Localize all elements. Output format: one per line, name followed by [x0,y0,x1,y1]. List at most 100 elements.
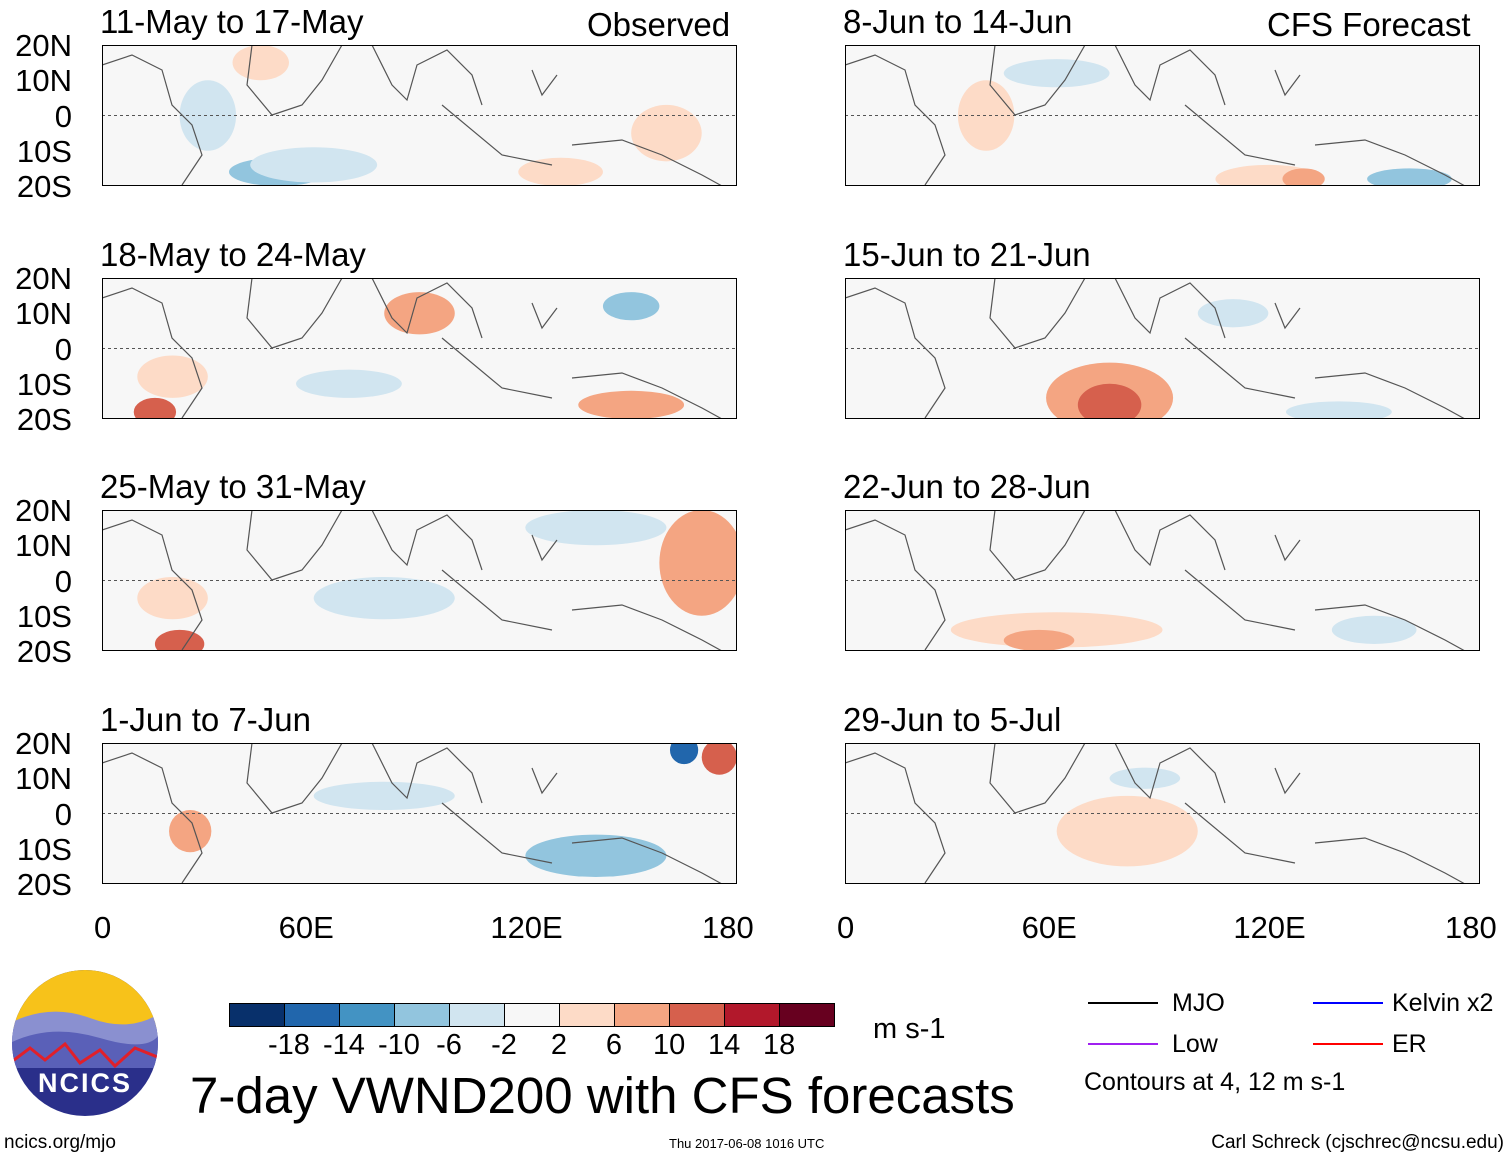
y-tick-label: 10S [16,831,72,867]
anomaly-region [384,292,455,335]
colorbar-swatch [725,1004,780,1026]
ncics-logo: NCICS [12,970,158,1116]
y-tick-label: 20S [16,402,72,437]
anomaly-region [313,781,455,810]
site-link[interactable]: ncics.org/mjo [4,1132,116,1153]
panel-title: 1-Jun to 7-Jun [100,701,311,738]
anomaly-region [1282,168,1325,186]
anomaly-region [1077,383,1142,419]
anomaly-region [1056,795,1198,867]
colorbar-tick-label: 6 [605,1029,623,1061]
colorbar-swatch [230,1004,285,1026]
colorbar-tick-label: 18 [763,1029,796,1061]
y-tick-label: 20N [15,726,72,761]
panel-title: 25-May to 31-May [100,468,366,505]
legend-er-line [1313,1043,1383,1045]
colorbar-swatch [505,1004,560,1026]
coastline [845,510,1466,651]
map-panel [845,743,1480,884]
colorbar-swatch [560,1004,615,1026]
colorbar-unit: m s-1 [873,1013,946,1045]
map-panel [102,278,737,419]
legend-er-label: ER [1392,1030,1427,1058]
anomaly-region [1197,299,1269,328]
legend-contour-note: Contours at 4, 12 m s-1 [1084,1068,1346,1096]
column-label: CFS Forecast [1267,6,1471,43]
anomaly-region [578,390,685,419]
panel-title: 22-Jun to 28-Jun [843,468,1091,505]
y-tick-label: 10N [15,761,72,797]
anomaly-region [179,80,237,151]
x-tick-label: 120E [490,910,563,945]
anomaly-region [602,292,660,321]
coastline [845,743,1466,884]
anomaly-region [950,612,1163,648]
anomaly-region [137,576,208,620]
anomaly-region [296,369,402,398]
colorbar-swatch [670,1004,725,1026]
y-tick-label: 10N [15,296,72,332]
anomaly-region [1285,401,1392,419]
x-tick-label: 0 [94,910,112,945]
anomaly-region [133,397,177,419]
anomaly-region [137,355,208,398]
colorbar-swatch [615,1004,670,1026]
y-tick-label: 0 [54,563,72,599]
colorbar-tick-label: -18 [268,1029,310,1061]
y-tick-label: 0 [54,796,72,832]
anomaly-region [631,104,702,162]
colorbar-swatch [395,1004,450,1026]
legend-low-label: Low [1172,1030,1218,1058]
anomaly-region [1109,767,1181,789]
coastline [845,45,1466,186]
map-panel [102,45,737,186]
y-tick-label: 0 [54,331,72,367]
map-panel [845,45,1480,186]
map-panel [102,743,737,884]
colorbar-swatch [340,1004,395,1026]
colorbar-swatch [450,1004,505,1026]
x-tick-label: 180 [1445,910,1497,945]
y-tick-label: 10S [16,133,72,169]
colorbar-tick-label: -6 [436,1029,462,1061]
legend-mjo-line [1088,1002,1158,1004]
logo-text: NCICS [38,1068,132,1098]
colorbar-tick-label: -14 [323,1029,365,1061]
panel-title: 15-Jun to 21-Jun [843,236,1091,273]
x-tick-label: 60E [278,910,334,945]
anomaly-region [525,834,667,877]
anomaly-region [169,809,212,853]
map-panel [845,510,1480,651]
coastline [102,278,723,419]
x-tick-label: 180 [702,910,754,945]
colorbar [229,1003,835,1027]
anomaly-region [525,510,667,546]
y-tick-label: 20S [16,634,72,669]
colorbar-tick-label: 10 [653,1029,686,1061]
y-tick-label: 10S [16,366,72,402]
colorbar-swatch [285,1004,340,1026]
anomaly-region [701,743,737,775]
y-tick-label: 10S [16,598,72,634]
anomaly-region [250,147,378,183]
timestamp: Thu 2017-06-08 1016 UTC [669,1136,825,1151]
figure-title: 7-day VWND200 with CFS forecasts [190,1067,1015,1124]
y-tick-label: 10N [15,63,72,99]
colorbar-tick-label: -2 [491,1029,517,1061]
coastline [102,743,723,884]
panel-title: 11-May to 17-May [100,3,364,40]
y-tick-label: 20S [16,867,72,902]
colorbar-tick-label: 2 [550,1029,568,1061]
panel-title: 8-Jun to 14-Jun [843,3,1073,40]
y-tick-label: 20N [15,28,72,63]
y-tick-label: 20S [16,169,72,204]
coastline [102,45,723,186]
anomaly-region [659,510,737,616]
anomaly-region [1003,59,1110,88]
y-tick-label: 10N [15,528,72,564]
map-panel [102,510,737,651]
colorbar-tick-label: -10 [378,1029,420,1061]
anomaly-region [232,45,289,81]
legend-low-line [1088,1043,1158,1045]
